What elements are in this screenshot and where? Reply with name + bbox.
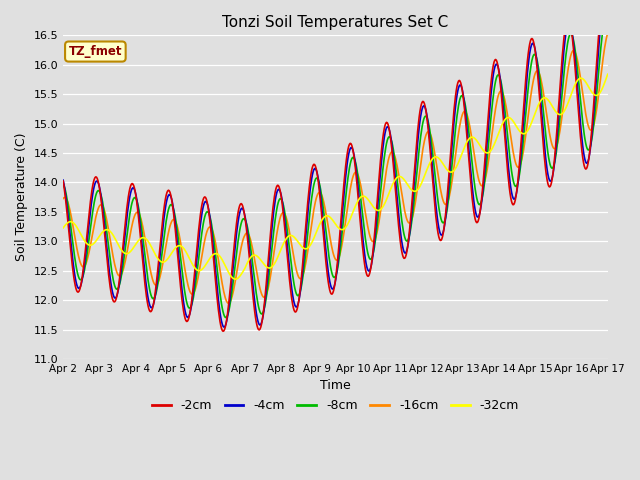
Text: TZ_fmet: TZ_fmet bbox=[68, 45, 122, 58]
Legend: -2cm, -4cm, -8cm, -16cm, -32cm: -2cm, -4cm, -8cm, -16cm, -32cm bbox=[147, 395, 524, 418]
Title: Tonzi Soil Temperatures Set C: Tonzi Soil Temperatures Set C bbox=[222, 15, 449, 30]
X-axis label: Time: Time bbox=[320, 379, 351, 392]
Y-axis label: Soil Temperature (C): Soil Temperature (C) bbox=[15, 133, 28, 262]
